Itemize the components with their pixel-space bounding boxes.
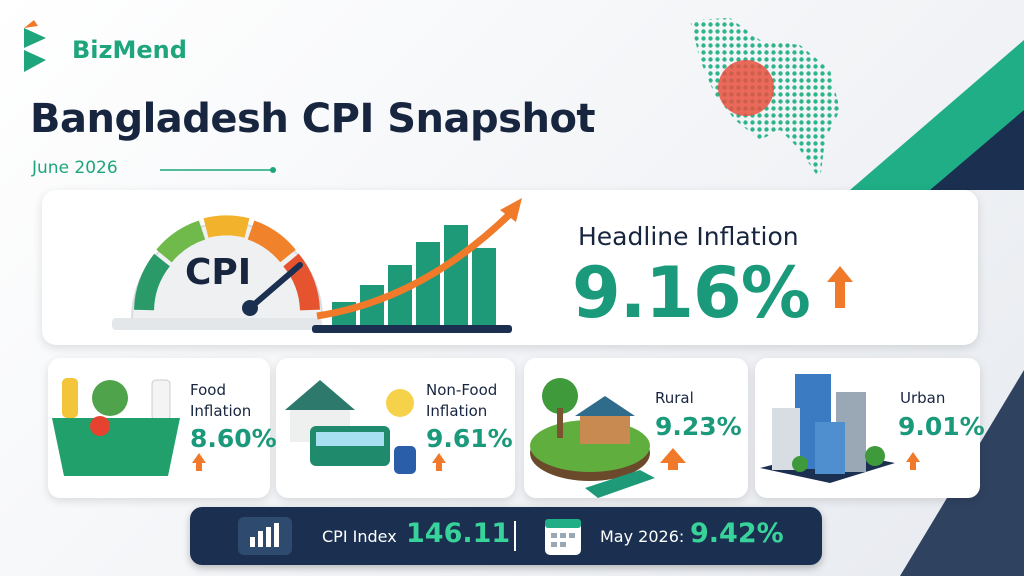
card-art <box>52 374 920 498</box>
logo <box>24 20 46 72</box>
card-value: 9.61% <box>426 424 513 453</box>
card-label: Non-Food Inflation <box>426 381 498 420</box>
footer-value: 146.11 <box>406 518 511 549</box>
card-label: Food Inflation <box>190 381 252 420</box>
footer-label: CPI Index <box>322 527 397 546</box>
footer-label: May 2026: <box>600 527 685 546</box>
headline-label: Headline Inflation <box>578 222 799 251</box>
footer-icons <box>238 517 581 555</box>
brand: BizMend <box>72 36 187 64</box>
card-label: Urban <box>900 389 946 407</box>
title: Bangladesh CPI Snapshot <box>30 96 596 142</box>
card-value: 9.23% <box>655 412 742 441</box>
card-value: 8.60% <box>190 424 277 453</box>
footer-value: 9.42% <box>690 518 784 549</box>
subtitle: June 2026 <box>32 158 118 178</box>
headline-art <box>112 198 853 333</box>
headline-value: 9.16% <box>572 252 811 334</box>
gauge-label: CPI <box>185 252 252 293</box>
card-value: 9.01% <box>898 412 985 441</box>
footer-bar <box>190 507 822 565</box>
card-label: Rural <box>655 389 694 407</box>
